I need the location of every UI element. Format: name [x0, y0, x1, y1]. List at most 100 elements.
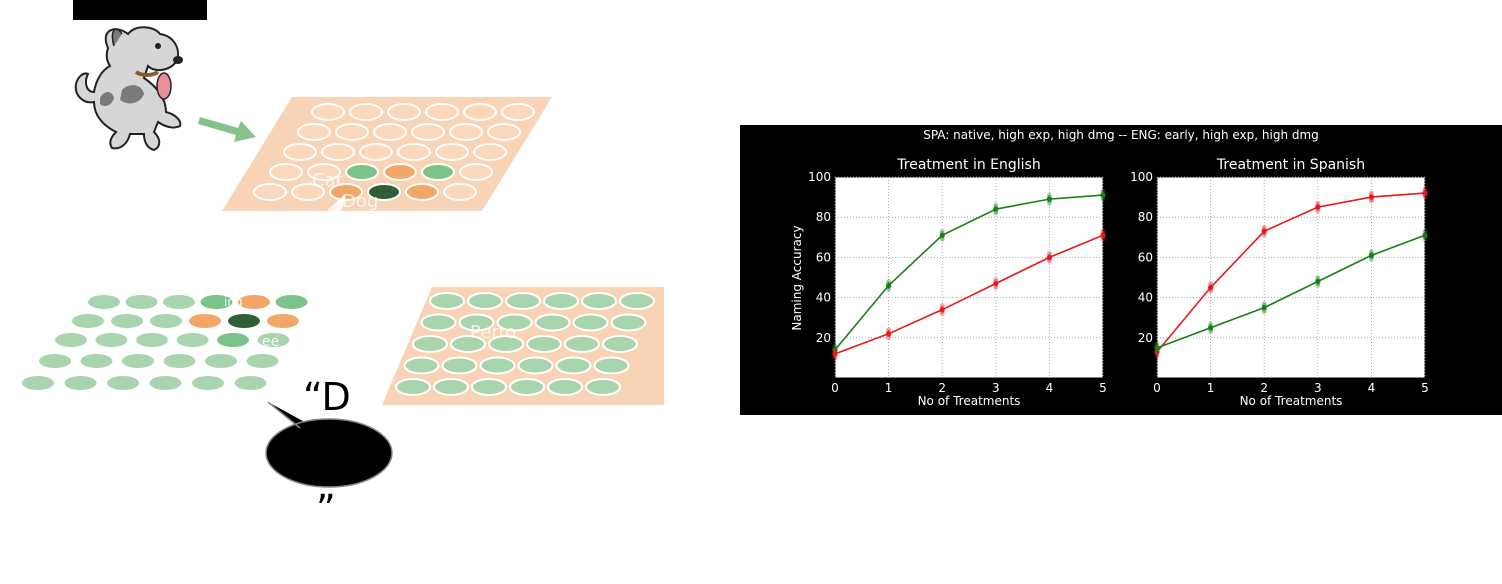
- spanish-unit: [585, 378, 621, 396]
- spanish-unit: [420, 313, 457, 332]
- label-dog: Dog: [342, 191, 378, 212]
- speech-bubble-icon: [265, 401, 393, 488]
- label-ee: ee: [262, 334, 279, 350]
- data-point-green: [1047, 200, 1052, 206]
- semantic-unit: [383, 163, 417, 181]
- spanish-unit: [555, 356, 592, 375]
- semantic-unit: [253, 183, 287, 201]
- phonological-unit: [88, 295, 120, 309]
- y-tick-label: 100: [1130, 170, 1153, 184]
- data-point-red: [886, 331, 892, 337]
- series-line-green: [1156, 234, 1426, 349]
- data-point-green: [1315, 278, 1321, 285]
- data-point-red: [1315, 200, 1321, 206]
- spanish-unit: [593, 356, 630, 375]
- plot-area: [1156, 176, 1426, 379]
- data-point-red: [1315, 204, 1321, 210]
- spanish-unit: [547, 378, 583, 396]
- data-point-red: [1422, 186, 1428, 192]
- plot-area: [834, 176, 1104, 379]
- spanish-unit: [602, 335, 638, 353]
- y-tick-label: 60: [1138, 250, 1153, 264]
- phonological-unit: [95, 333, 128, 347]
- semantic-unit: [297, 123, 331, 141]
- phonological-unit: [163, 295, 195, 309]
- data-point-green: [993, 202, 999, 208]
- data-point-green: [886, 282, 892, 289]
- spanish-unit: [543, 292, 579, 310]
- data-point-green: [939, 228, 945, 234]
- y-tick-label: 80: [816, 210, 831, 224]
- phonological-unit: [150, 314, 182, 328]
- data-point-green: [1154, 349, 1160, 355]
- data-point-red: [1100, 228, 1106, 234]
- data-point-red: [1100, 236, 1106, 242]
- data-point-red: [1154, 349, 1160, 355]
- subplot-1: 0 1 2 3 4 5 20 40 60 80 100 Treatment in English No …: [808, 157, 1107, 408]
- x-axis-label: No of Treatments: [918, 394, 1021, 408]
- chart-panel: SPA: native, high exp, high dmg -- ENG: …: [740, 125, 1502, 415]
- data-point-green: [993, 210, 999, 216]
- speech-open-quote: “D: [303, 375, 351, 419]
- data-point-green: [1315, 275, 1321, 280]
- x-tick-label: 1: [1207, 381, 1215, 395]
- spanish-unit: [471, 378, 507, 396]
- data-point-red: [1261, 224, 1267, 230]
- series-line-red: [1156, 192, 1426, 353]
- data-point-red: [1422, 190, 1428, 196]
- semantic-unit: [349, 103, 383, 121]
- data-point-green: [939, 236, 945, 242]
- semantic-unit: [321, 143, 355, 161]
- subplot-title: Treatment in English: [896, 157, 1040, 173]
- semantic-unit: [397, 143, 431, 161]
- chart-suptitle: SPA: native, high exp, high dmg -- ENG: …: [923, 128, 1319, 142]
- spanish-unit: [441, 356, 478, 375]
- data-point-green: [1315, 283, 1321, 288]
- data-point-green: [1261, 305, 1267, 311]
- data-point-green: [1208, 325, 1214, 331]
- spanish-unit: [564, 335, 600, 353]
- data-point-red: [939, 311, 945, 317]
- phonological-unit: [64, 376, 97, 390]
- data-point-red: [1046, 254, 1052, 260]
- speech-close-quote: ”: [316, 487, 336, 531]
- spanish-unit: [412, 335, 448, 353]
- data-point-red: [939, 303, 945, 309]
- semantic-unit: [487, 123, 521, 141]
- y-tick-label: 40: [1138, 291, 1153, 305]
- y-tick-label: 80: [1138, 210, 1153, 224]
- spanish-unit: [517, 356, 554, 375]
- phonological-unit: [176, 333, 209, 347]
- data-point-red: [1047, 251, 1052, 256]
- phonological-unit: [228, 314, 260, 328]
- spanish-unit: [395, 378, 431, 396]
- data-point-green: [1208, 329, 1213, 335]
- label-ing: ing: [224, 295, 243, 309]
- y-tick-label: 20: [816, 331, 831, 345]
- semantic-unit: [405, 183, 439, 201]
- semantic-unit: [329, 183, 363, 201]
- spanish-unit: [526, 335, 562, 353]
- phonological-layer: ing ee: [22, 295, 308, 390]
- spanish-unit: [496, 313, 533, 332]
- spanish-unit: [429, 292, 465, 310]
- label-cat: Cat: [312, 170, 343, 191]
- data-point-red: [1154, 353, 1160, 359]
- spanish-unit: [610, 313, 647, 332]
- data-point-red: [1261, 228, 1267, 234]
- x-tick-label: 3: [992, 381, 1000, 395]
- semantic-unit: [291, 183, 325, 201]
- data-point-red: [1422, 194, 1428, 200]
- x-tick-label: 4: [1046, 381, 1054, 395]
- phonological-unit: [111, 314, 143, 328]
- spanish-unit: [458, 313, 495, 332]
- spanish-unit: [619, 292, 655, 310]
- semantic-unit: [421, 163, 455, 181]
- phonological-unit: [80, 354, 113, 368]
- phonological-unit: [257, 333, 290, 347]
- spanish-unit: [509, 378, 545, 396]
- data-point-green: [1100, 192, 1106, 198]
- phonological-unit: [136, 333, 168, 347]
- phonological-unit: [275, 295, 308, 309]
- phonological-unit: [55, 333, 87, 347]
